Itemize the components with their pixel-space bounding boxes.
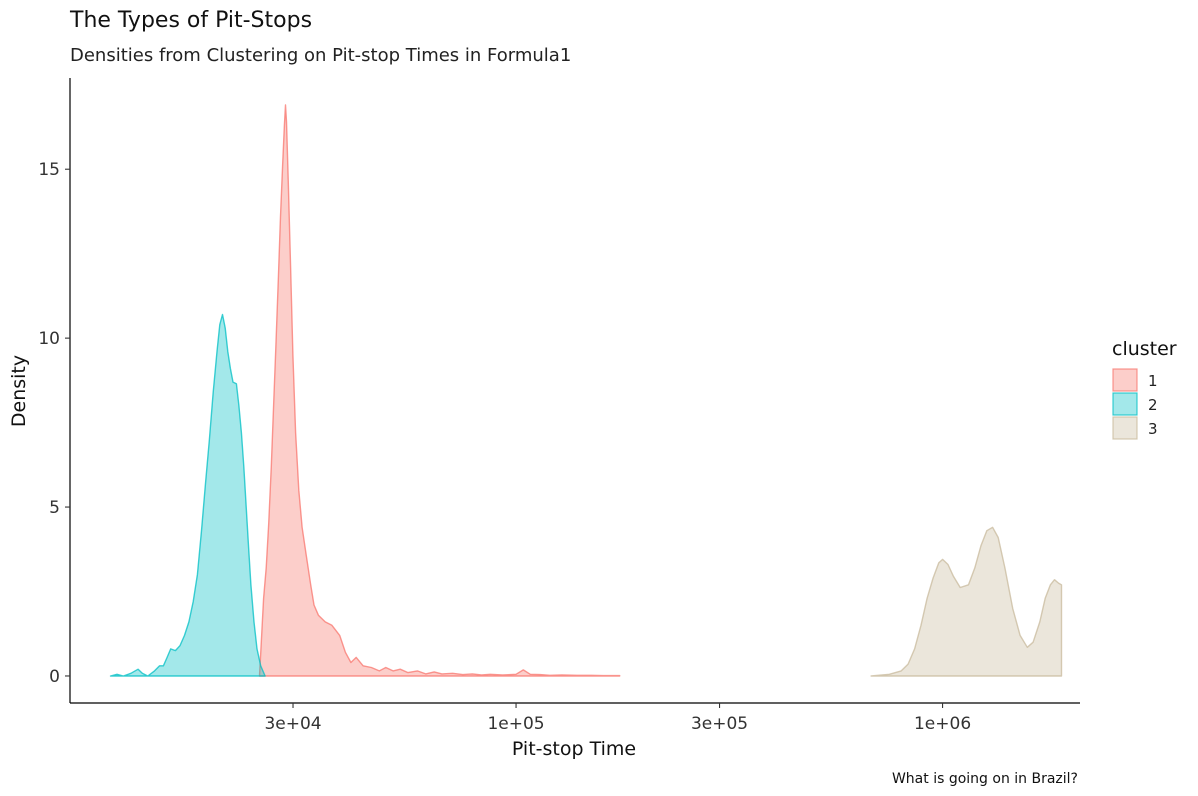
x-tick-label: 3e+04 <box>264 714 321 734</box>
x-tick-label: 3e+05 <box>691 714 748 734</box>
density-area-cluster-3 <box>870 526 1063 677</box>
legend-label-3: 3 <box>1148 420 1158 438</box>
legend-swatch-1 <box>1112 368 1138 392</box>
density-area-cluster-2 <box>109 313 266 677</box>
chart-subtitle: Densities from Clustering on Pit-stop Ti… <box>70 45 571 66</box>
legend-swatch-3 <box>1112 416 1138 440</box>
chart-caption: What is going on in Brazil? <box>892 771 1078 787</box>
legend-label-2: 2 <box>1148 396 1158 414</box>
legend-label-1: 1 <box>1148 372 1158 390</box>
y-axis-title: Density <box>8 355 30 427</box>
x-tick-label: 1e+06 <box>914 714 971 734</box>
legend: cluster 1 2 3 <box>1112 338 1177 440</box>
x-axis-title: Pit-stop Time <box>512 738 636 760</box>
y-tick-label: 5 <box>49 498 60 518</box>
legend-items: 1 2 3 <box>1112 368 1158 440</box>
y-axis-ticks: 0 5 10 15 <box>38 160 70 687</box>
chart-title: The Types of Pit-Stops <box>69 8 312 33</box>
legend-title: cluster <box>1112 338 1177 360</box>
plot-area <box>109 104 1063 677</box>
y-tick-label: 10 <box>38 329 60 349</box>
y-tick-label: 15 <box>38 160 60 180</box>
x-axis-ticks: 3e+04 1e+05 3e+05 1e+06 <box>264 703 971 734</box>
x-tick-label: 1e+05 <box>487 714 544 734</box>
legend-swatch-2 <box>1112 392 1138 416</box>
y-tick-label: 0 <box>49 667 60 687</box>
density-area-cluster-1 <box>258 104 621 677</box>
